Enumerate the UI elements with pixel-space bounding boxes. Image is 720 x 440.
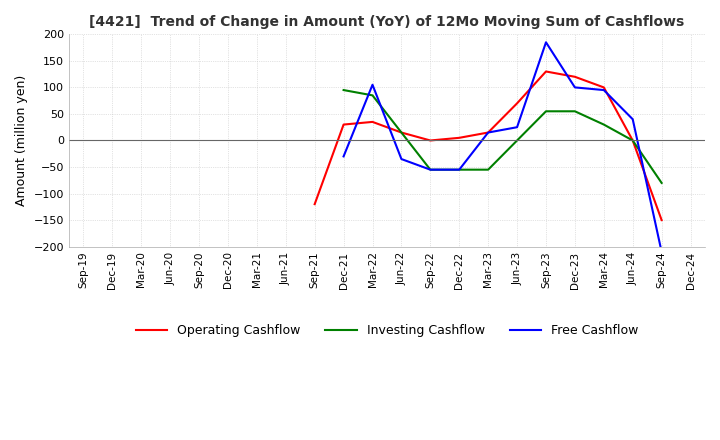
Free Cashflow: [455, 167, 464, 172]
Y-axis label: Amount (million yen): Amount (million yen): [15, 75, 28, 206]
Investing Cashflow: [570, 109, 579, 114]
Free Cashflow: [397, 156, 406, 161]
Free Cashflow: [484, 130, 492, 135]
Investing Cashflow: [513, 138, 521, 143]
Free Cashflow: [570, 85, 579, 90]
Free Cashflow: [629, 117, 637, 122]
Operating Cashflow: [657, 217, 666, 223]
Operating Cashflow: [310, 202, 319, 207]
Line: Free Cashflow: Free Cashflow: [343, 42, 662, 252]
Title: [4421]  Trend of Change in Amount (YoY) of 12Mo Moving Sum of Cashflows: [4421] Trend of Change in Amount (YoY) o…: [89, 15, 685, 29]
Operating Cashflow: [600, 85, 608, 90]
Operating Cashflow: [368, 119, 377, 125]
Investing Cashflow: [629, 138, 637, 143]
Operating Cashflow: [426, 138, 435, 143]
Operating Cashflow: [339, 122, 348, 127]
Investing Cashflow: [455, 167, 464, 172]
Investing Cashflow: [657, 180, 666, 186]
Investing Cashflow: [541, 109, 550, 114]
Free Cashflow: [541, 40, 550, 45]
Legend: Operating Cashflow, Investing Cashflow, Free Cashflow: Operating Cashflow, Investing Cashflow, …: [130, 319, 643, 342]
Operating Cashflow: [629, 138, 637, 143]
Free Cashflow: [368, 82, 377, 88]
Operating Cashflow: [513, 101, 521, 106]
Investing Cashflow: [397, 130, 406, 135]
Operating Cashflow: [570, 74, 579, 80]
Operating Cashflow: [541, 69, 550, 74]
Operating Cashflow: [484, 130, 492, 135]
Line: Operating Cashflow: Operating Cashflow: [315, 71, 662, 220]
Free Cashflow: [657, 249, 666, 255]
Free Cashflow: [426, 167, 435, 172]
Free Cashflow: [339, 154, 348, 159]
Line: Investing Cashflow: Investing Cashflow: [343, 90, 662, 183]
Investing Cashflow: [484, 167, 492, 172]
Operating Cashflow: [397, 130, 406, 135]
Investing Cashflow: [426, 167, 435, 172]
Free Cashflow: [513, 125, 521, 130]
Investing Cashflow: [339, 88, 348, 93]
Investing Cashflow: [600, 122, 608, 127]
Investing Cashflow: [368, 93, 377, 98]
Operating Cashflow: [455, 135, 464, 140]
Free Cashflow: [600, 88, 608, 93]
